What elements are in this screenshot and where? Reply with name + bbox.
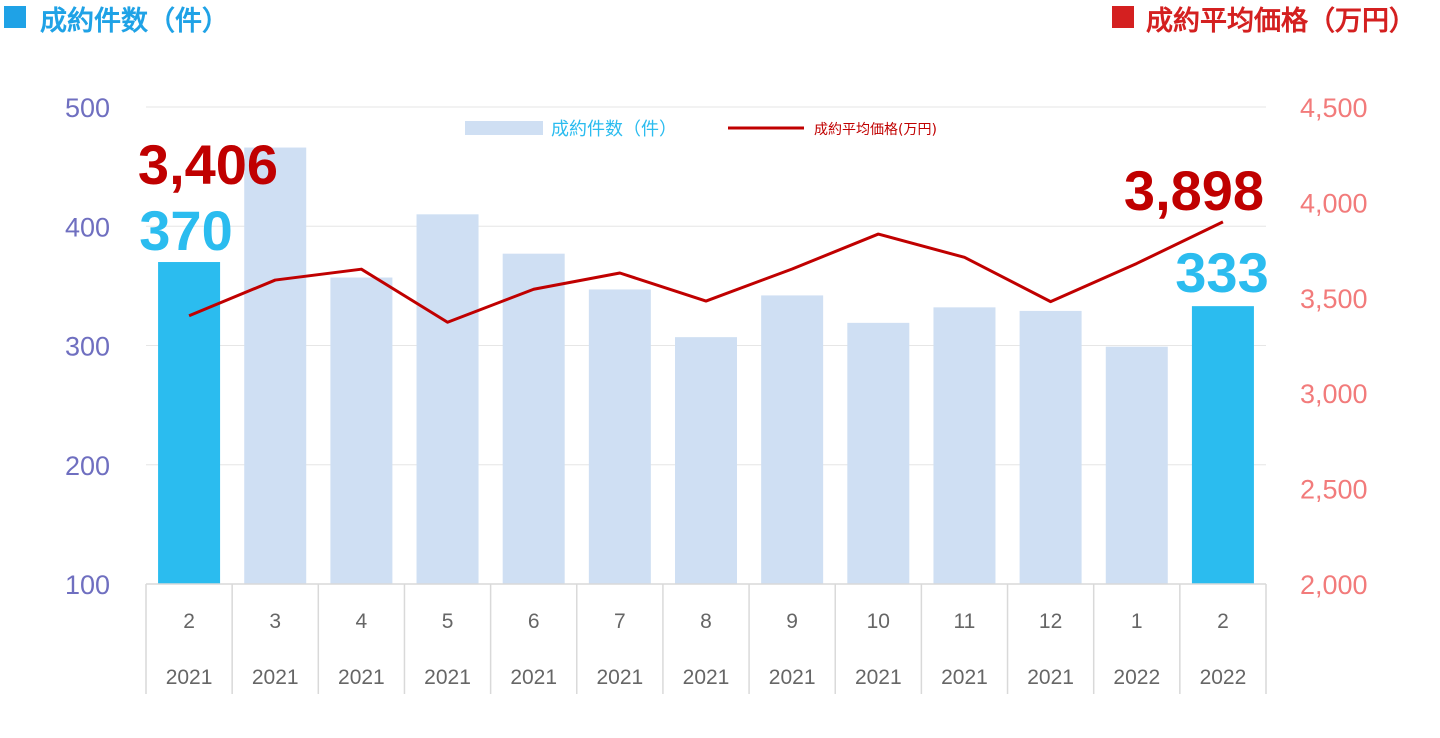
category-year-2: 2021 <box>338 666 385 689</box>
bar-12 <box>1191 306 1254 584</box>
category-month-5: 7 <box>614 610 626 633</box>
category-month-12: 2 <box>1217 610 1229 633</box>
category-year-3: 2021 <box>424 666 471 689</box>
left-tick-label-4: 500 <box>65 93 110 123</box>
category-month-6: 8 <box>700 610 712 633</box>
first-line-value-label: 3,406 <box>138 133 278 196</box>
right-tick-label-1: 2,500 <box>1300 475 1368 505</box>
header-left: 成約件数（件） <box>4 5 229 37</box>
category-month-10: 12 <box>1039 610 1062 633</box>
category-year-10: 2021 <box>1027 666 1074 689</box>
category-year-12: 2022 <box>1200 666 1247 689</box>
category-axis: 2 2021 3 2021 4 2021 5 2021 6 2021 7 2021 8 2021 9 2021… <box>145 583 1267 694</box>
header-left-square <box>4 6 26 28</box>
bar-series <box>158 147 1254 585</box>
category-month-1: 3 <box>269 610 281 633</box>
category-year-4: 2021 <box>510 666 557 689</box>
bar-5 <box>588 289 651 584</box>
last-bar-value-label: 333 <box>1175 241 1268 304</box>
legend-line-label: 成約平均価格(万円) <box>814 122 937 138</box>
line-series <box>188 220 1224 324</box>
category-year-7: 2021 <box>769 666 816 689</box>
left-axis-title: 成約件数（件） <box>40 5 229 37</box>
bar-1 <box>244 147 307 585</box>
bar-3 <box>416 214 479 584</box>
legend: 成約件数（件） 成約平均価格(万円) <box>465 119 937 140</box>
first-bar-value-label: 370 <box>139 199 232 262</box>
category-month-7: 9 <box>786 610 798 633</box>
bar-9 <box>933 307 996 584</box>
category-year-5: 2021 <box>596 666 643 689</box>
category-month-9: 11 <box>954 610 976 633</box>
right-axis-ticks: 2,000 2,500 3,000 3,500 4,000 4,500 <box>1300 93 1368 600</box>
left-tick-label-3: 400 <box>65 212 110 242</box>
right-tick-label-5: 4,500 <box>1300 93 1368 123</box>
category-year-1: 2021 <box>252 666 299 689</box>
header-right: 成約平均価格（万円） <box>1112 5 1416 37</box>
bar-2 <box>330 277 393 584</box>
left-tick-label-2: 300 <box>65 332 110 362</box>
right-tick-label-4: 4,000 <box>1300 188 1368 218</box>
left-tick-label-0: 100 <box>65 570 110 600</box>
category-month-0: 2 <box>183 610 195 633</box>
category-month-11: 1 <box>1131 610 1143 633</box>
category-year-6: 2021 <box>683 666 730 689</box>
category-month-3: 5 <box>442 610 454 633</box>
left-tick-label-1: 200 <box>65 451 110 481</box>
category-month-4: 6 <box>528 610 540 633</box>
category-month-2: 4 <box>356 610 368 633</box>
legend-bar-label: 成約件数（件） <box>551 119 677 140</box>
bar-6 <box>675 337 737 584</box>
left-axis-ticks: 100 200 300 400 500 <box>65 93 110 600</box>
right-tick-label-0: 2,000 <box>1300 570 1368 600</box>
category-year-8: 2021 <box>855 666 902 689</box>
right-tick-label-2: 3,000 <box>1300 379 1368 409</box>
last-line-value-label: 3,898 <box>1124 159 1264 222</box>
category-year-9: 2021 <box>941 666 988 689</box>
bar-7 <box>761 295 824 584</box>
bar-8 <box>847 322 910 584</box>
category-year-0: 2021 <box>166 666 213 689</box>
annotations: 3,406 370 3,898 333 <box>138 133 1269 304</box>
legend-bar-swatch <box>465 121 543 135</box>
category-month-8: 10 <box>867 610 890 633</box>
right-tick-label-3: 3,500 <box>1300 284 1368 314</box>
bar-11 <box>1105 346 1168 584</box>
right-axis-title: 成約平均価格（万円） <box>1146 5 1416 37</box>
bar-0 <box>158 262 221 584</box>
price-line <box>188 220 1224 324</box>
bar-4 <box>502 253 565 585</box>
bar-10 <box>1019 310 1082 584</box>
category-year-11: 2022 <box>1113 666 1160 689</box>
header-right-square <box>1112 6 1134 28</box>
